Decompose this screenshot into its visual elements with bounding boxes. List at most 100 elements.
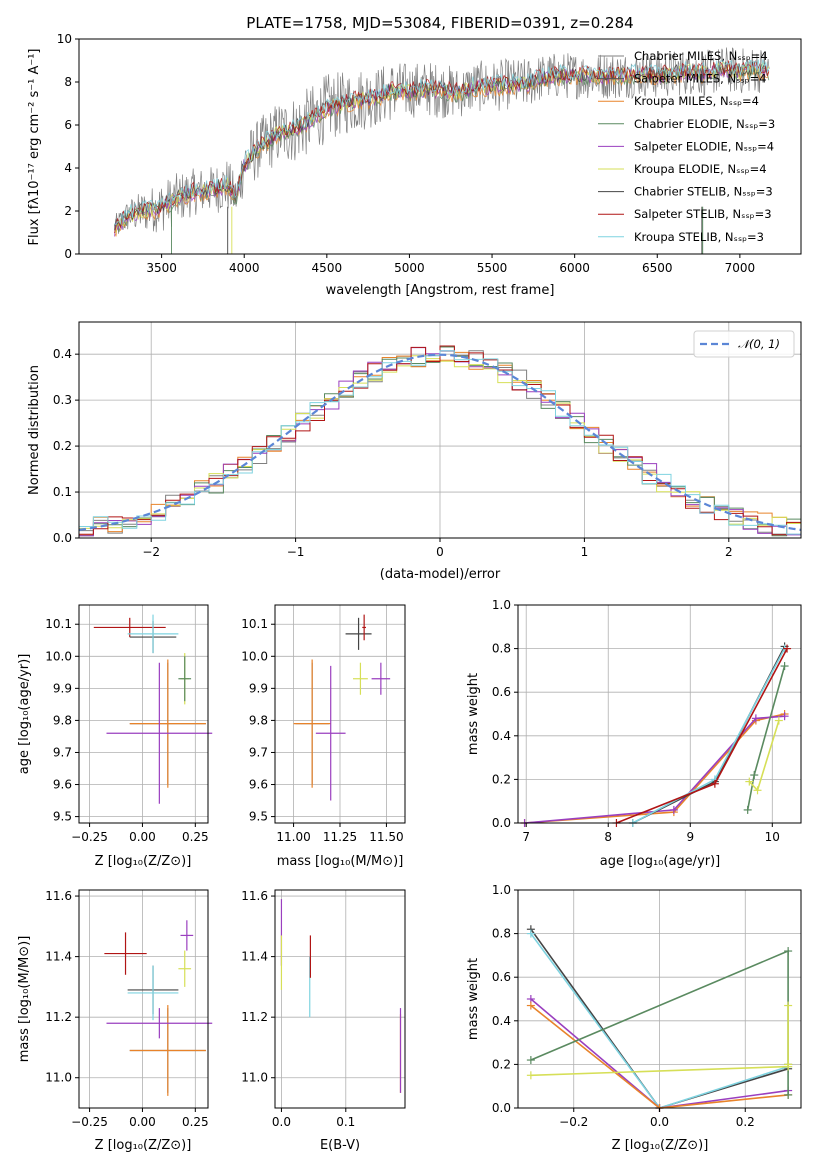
mass-z-axes-frame [78,889,209,1109]
y-tick-label: 0.4 [53,347,72,361]
mass-ebv-x-label: E(B-V) [320,1138,360,1153]
mass-weight-line [530,1005,789,1077]
age-z-x-label: Z [log₁₀(Z/Z⊙)] [95,854,192,869]
y-tick-label: 11.0 [241,1071,268,1085]
y-tick-label: 2 [64,204,72,218]
x-tick-label: 0.25 [182,1115,209,1129]
y-tick-label: 9.5 [249,810,268,824]
y-tick-label: 11.6 [45,889,72,903]
x-tick-label: 11.00 [276,830,310,844]
legend-label: Salpeter STELIB, Nₛₛₚ=3 [634,207,772,221]
y-tick-label: 11.2 [45,1010,72,1024]
x-tick-label: 1 [581,545,589,559]
y-tick-label: 9.5 [53,810,72,824]
y-tick-label: 11.0 [45,1071,72,1085]
y-tick-label: 4 [64,161,72,175]
x-tick-label: −2 [142,545,160,559]
x-tick-label: 10 [765,830,780,844]
y-tick-label: 11.4 [241,950,268,964]
mw-z-y-label: mass weight [466,958,481,1040]
mw-z-x-label: Z [log₁₀(Z/Z⊙)] [612,1138,709,1153]
observed-spectrum-line [114,47,770,234]
mass-ebv-axes-frame [274,889,406,1109]
y-tick-label: 11.2 [241,1010,268,1024]
y-tick-label: 0.3 [53,393,72,407]
y-tick-label: 9.7 [53,745,72,759]
y-tick-label: 10.0 [241,649,268,663]
y-tick-label: 0.6 [492,970,511,984]
spectrum-y-label: Flux [fλ10⁻¹⁷ erg cm⁻² s⁻¹ A⁻¹] [27,49,42,246]
y-tick-label: 10.1 [45,617,72,631]
age-z-axes-frame [78,604,209,824]
y-tick-label: 9.9 [53,681,72,695]
x-tick-label: −1 [287,545,305,559]
spectrum-axes-frame [78,38,802,255]
y-tick-label: 9.8 [53,713,72,727]
figure-title: PLATE=1758, MJD=53084, FIBERID=0391, z=0… [246,14,633,32]
x-tick-label: 0.0 [272,1115,291,1129]
x-tick-label: 7000 [725,261,756,275]
x-tick-label: 0.00 [129,830,156,844]
spectrum-x-label: wavelength [Angstrom, rest frame] [326,283,555,298]
legend-label: Chabrier ELODIE, Nₛₛₚ=3 [634,117,775,131]
y-tick-label: 9.6 [53,778,72,792]
y-tick-label: 11.6 [241,889,268,903]
histogram-legend: 𝒩(0, 1) [693,330,795,358]
residual-histogram-panel: −2 −1 0 1 2 0.0 0.1 0.2 0.3 0.4 (data-model)/erro… [27,321,802,582]
y-tick-label: 1.0 [492,598,511,612]
mass-weight-vs-age-panel: 7 8 9 10 0.0 0.2 0.4 0.6 0.8 1.0 age [log₁₀(age/y… [466,598,802,869]
x-tick-label: 11.50 [369,830,403,844]
normal-pdf-curve [78,353,802,531]
y-tick-label: 0.0 [53,531,72,545]
y-tick-label: 0.0 [492,816,511,830]
x-tick-label: 9 [686,830,694,844]
y-tick-label: 11.4 [45,950,72,964]
age-vs-mass-panel: 11.00 11.25 11.50 9.5 9.6 9.7 9.8 9.9 10.0 10.1 m… [241,604,406,869]
x-tick-label: 0 [436,545,444,559]
mass-vs-metallicity-panel: −0.25 0.00 0.25 11.0 11.2 11.4 11.6 Z [log₁₀(Z… [17,889,213,1153]
y-tick-label: 0.8 [492,927,511,941]
age-mass-x-label: mass [log₁₀(M/M⊙)] [277,854,404,869]
model-spectrum-line [114,59,770,226]
histogram-step-line [78,350,802,538]
y-tick-label: 0.2 [492,1057,511,1071]
legend-label: Kroupa STELIB, Nₛₛₚ=3 [634,230,764,244]
y-tick-label: 6 [64,118,72,132]
spectrum-panel: 3500 4000 4500 5000 5500 6000 6500 70000246810 … [27,32,802,298]
y-tick-label: 0.1 [53,485,72,499]
histogram-y-label: Normed distribution [27,365,42,495]
histogram-legend-box [693,330,795,358]
y-tick-label: 0.2 [492,772,511,786]
age-z-y-label: age [log₁₀(age/yr)] [17,654,32,775]
y-tick-label: 9.8 [249,713,268,727]
normal-legend-label: 𝒩(0, 1) [738,337,780,351]
legend-label: Salpeter ELODIE, Nₛₛₚ=4 [634,139,774,153]
y-tick-label: 0.6 [492,685,511,699]
y-tick-label: 0.8 [492,642,511,656]
y-tick-label: 9.6 [249,778,268,792]
y-tick-label: 0.2 [53,439,72,453]
x-tick-label: −0.25 [71,830,108,844]
legend-label: Salpeter MILES, Nₛₛₚ=4 [634,72,767,86]
mw-age-y-label: mass weight [466,673,481,755]
x-tick-label: −0.2 [559,1115,588,1129]
x-tick-label: 7 [522,830,530,844]
x-tick-label: 5500 [477,261,508,275]
mass-weight-vs-metallicity-panel: −0.2 0.0 0.2 0.0 0.2 0.4 0.6 0.8 1.0 Z [log₁₀(Z/… [466,883,802,1153]
x-tick-label: 8 [604,830,612,844]
x-tick-label: 0.25 [182,830,209,844]
legend-label: Kroupa MILES, Nₛₛₚ=4 [634,94,759,108]
y-tick-label: 0.0 [492,1101,511,1115]
mass-vs-extinction-panel: 0.0 0.1 11.0 11.2 11.4 11.6 E(B-V) [241,889,406,1153]
x-tick-label: 0.1 [336,1115,355,1129]
x-tick-label: −0.25 [71,1115,108,1129]
y-tick-label: 0 [64,247,72,261]
histogram-x-label: (data-model)/error [380,567,501,582]
x-tick-label: 11.25 [323,830,357,844]
x-tick-label: 2 [725,545,733,559]
y-tick-label: 8 [64,75,72,89]
x-tick-label: 0.2 [736,1115,755,1129]
legend-label: Kroupa ELODIE, Nₛₛₚ=4 [634,162,767,176]
y-tick-label: 1.0 [492,883,511,897]
